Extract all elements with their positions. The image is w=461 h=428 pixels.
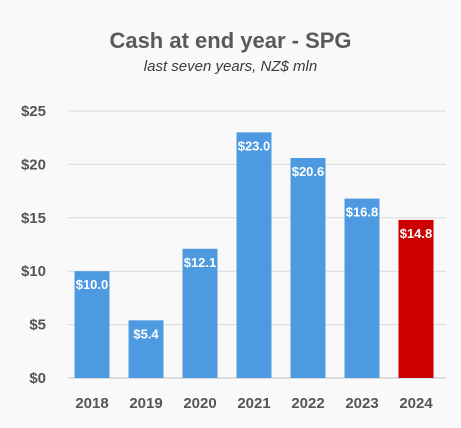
data-label: $5.4 [133, 326, 159, 341]
data-label: $20.6 [292, 164, 325, 179]
y-tick-label: $15 [21, 210, 46, 227]
bar [74, 271, 110, 378]
bar [182, 248, 218, 378]
data-label: $10.0 [76, 277, 109, 292]
data-label: $23.0 [238, 138, 271, 153]
chart-subtitle: last seven years, NZ$ mln [143, 58, 318, 75]
y-tick-label: $20 [21, 156, 46, 173]
x-tick-label: 2023 [345, 395, 378, 412]
y-tick-label: $0 [29, 370, 46, 387]
x-tick-label: 2018 [75, 395, 108, 412]
bar [128, 320, 164, 378]
y-tick-label: $5 [29, 317, 46, 334]
bar [398, 219, 434, 378]
x-tick-label: 2024 [399, 395, 433, 412]
data-label: $14.8 [400, 226, 433, 241]
x-tick-label: 2019 [129, 395, 162, 412]
y-tick-label: $10 [21, 263, 46, 280]
x-tick-label: 2021 [237, 395, 270, 412]
data-label: $12.1 [184, 255, 217, 270]
x-tick-label: 2020 [183, 395, 216, 412]
bar [344, 198, 380, 378]
bar [290, 157, 326, 378]
bar [236, 132, 272, 378]
chart-title: Cash at end year - SPG [109, 28, 352, 53]
data-label: $16.8 [346, 205, 379, 220]
y-tick-label: $25 [21, 103, 46, 120]
x-tick-label: 2022 [291, 395, 324, 412]
